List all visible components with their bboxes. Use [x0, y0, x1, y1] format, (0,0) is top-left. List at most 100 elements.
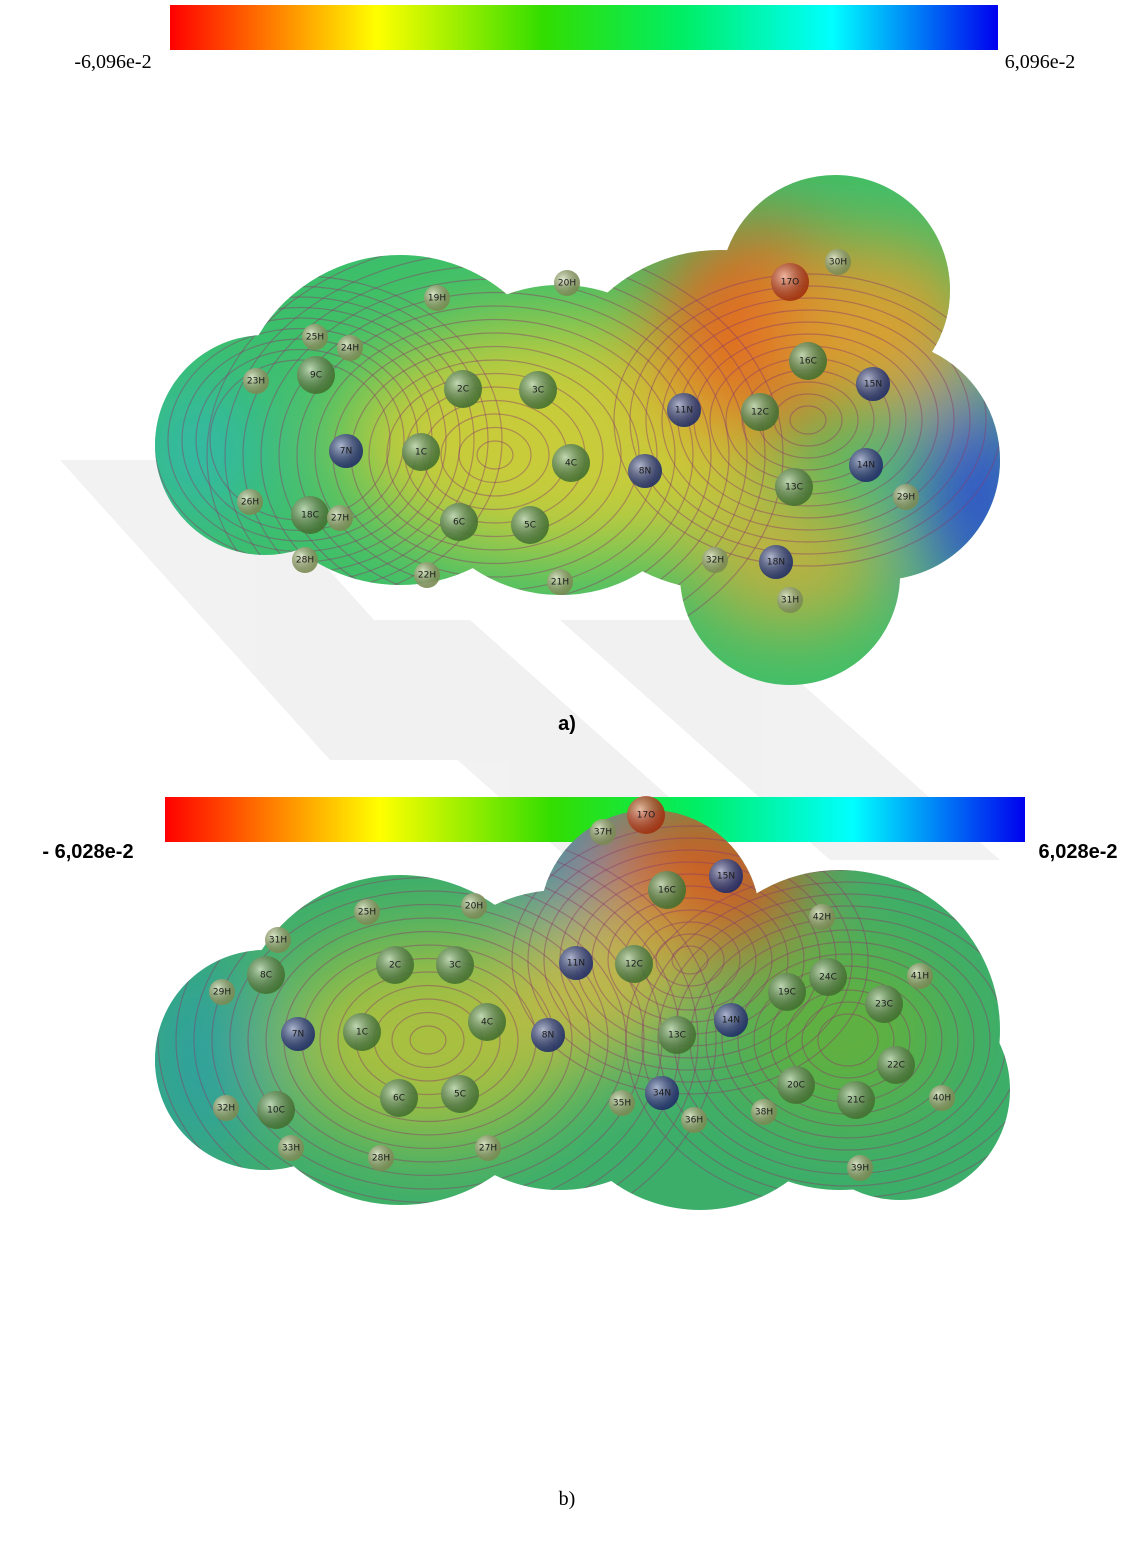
atom-label: 2C [389, 961, 401, 971]
potential-surface [155, 810, 1010, 1210]
atom-label: 20H [558, 279, 576, 289]
atom-label: 29H [897, 493, 915, 503]
atom-shade [768, 973, 806, 1011]
atom-shade [292, 547, 318, 573]
atom-label: 21C [847, 1096, 865, 1106]
atom-label: 8N [639, 467, 651, 477]
atom-shade [237, 489, 263, 515]
atom-shade [343, 1013, 381, 1051]
atom-shade [667, 393, 701, 427]
scale-max: 6,096e-2 [1005, 51, 1076, 73]
atom-shade [414, 562, 440, 588]
contour [655, 933, 725, 987]
atom-shade [775, 468, 813, 506]
atom-shade [893, 484, 919, 510]
atom-shade [809, 904, 835, 930]
contour [391, 1011, 465, 1069]
atom-shade [777, 587, 803, 613]
atom-label: 27H [479, 1144, 497, 1154]
atom-shade [436, 946, 474, 984]
scale-min: -6,096e-2 [74, 51, 151, 73]
atom-label: 5C [454, 1090, 466, 1100]
atom-label: 7N [292, 1030, 304, 1040]
atom-label: 25H [358, 908, 376, 918]
atom-label: 25H [306, 333, 324, 343]
atom-shade [751, 1099, 777, 1125]
atom-label: 17O [637, 811, 656, 821]
atom-shade [547, 569, 573, 595]
atom-label: 1C [415, 448, 427, 458]
atom-shade [809, 958, 847, 996]
atom-shade [441, 1075, 479, 1113]
atom-label: 19H [428, 294, 446, 304]
atom-label: 22H [418, 571, 436, 581]
atom-shade [789, 342, 827, 380]
atom-label: 23H [247, 377, 265, 387]
atom-shade [368, 1145, 394, 1171]
atom-label: 15N [864, 380, 882, 390]
contour [440, 413, 550, 497]
caption: a) [558, 713, 576, 735]
atom-label: 4C [565, 459, 577, 469]
atom-label: 22C [887, 1061, 905, 1071]
atom-shade [354, 899, 380, 925]
atom-shade [337, 335, 363, 361]
caption: b) [559, 1488, 576, 1510]
atom-label: 28H [372, 1154, 390, 1164]
contour [671, 945, 709, 975]
atom-label: 7N [340, 447, 352, 457]
contour [721, 941, 975, 1139]
atom-label: 12C [625, 960, 643, 970]
atom-label: 23C [875, 1000, 893, 1010]
atom-label: 14N [857, 461, 875, 471]
atom-label: 15N [717, 872, 735, 882]
contour [613, 273, 1000, 567]
atom-shade [380, 1079, 418, 1117]
atom-label: 32H [706, 556, 724, 566]
contour [527, 837, 853, 1083]
atom-shade [648, 871, 686, 909]
atom-shade [856, 367, 890, 401]
atom-label: 13C [785, 483, 803, 493]
atom-shade [468, 1003, 506, 1041]
contour [705, 929, 991, 1151]
atom-shade [531, 1018, 565, 1052]
atom-label: 20C [787, 1081, 805, 1091]
scale-max: 6,028e-2 [1039, 841, 1118, 863]
atom-label: 33H [282, 1144, 300, 1154]
atom-label: 19C [778, 988, 796, 998]
atom-label: 26H [241, 498, 259, 508]
atom-label: 39H [851, 1164, 869, 1174]
scale-min: - 6,028e-2 [42, 841, 133, 863]
atom-shade [865, 985, 903, 1023]
atom-label: 14N [722, 1016, 740, 1026]
atom-shade [247, 956, 285, 994]
atom-shade [714, 1003, 748, 1037]
atom-shade [554, 270, 580, 296]
atom-shade [302, 324, 328, 350]
atom-shade [741, 393, 779, 431]
atom-shade [759, 545, 793, 579]
atom-label: 34N [653, 1089, 671, 1099]
atom-shade [519, 371, 557, 409]
contour [645, 297, 971, 543]
atom-label: 4C [481, 1018, 493, 1028]
atom-shade [511, 506, 549, 544]
atom-shade [849, 448, 883, 482]
atom-shade [402, 433, 440, 471]
atom-label: 8C [260, 971, 272, 981]
contour [386, 372, 604, 538]
atom-shade [440, 503, 478, 541]
contour [229, 890, 627, 1190]
atom-shade [376, 946, 414, 984]
atom-label: 16C [658, 886, 676, 896]
atom-label: 3C [449, 961, 461, 971]
atom-shade [627, 796, 665, 834]
atom-label: 31H [269, 936, 287, 946]
atom-label: 28H [296, 556, 314, 566]
contour [247, 903, 609, 1177]
contour [789, 405, 827, 435]
atom-shade [552, 444, 590, 482]
atom-label: 31H [781, 596, 799, 606]
